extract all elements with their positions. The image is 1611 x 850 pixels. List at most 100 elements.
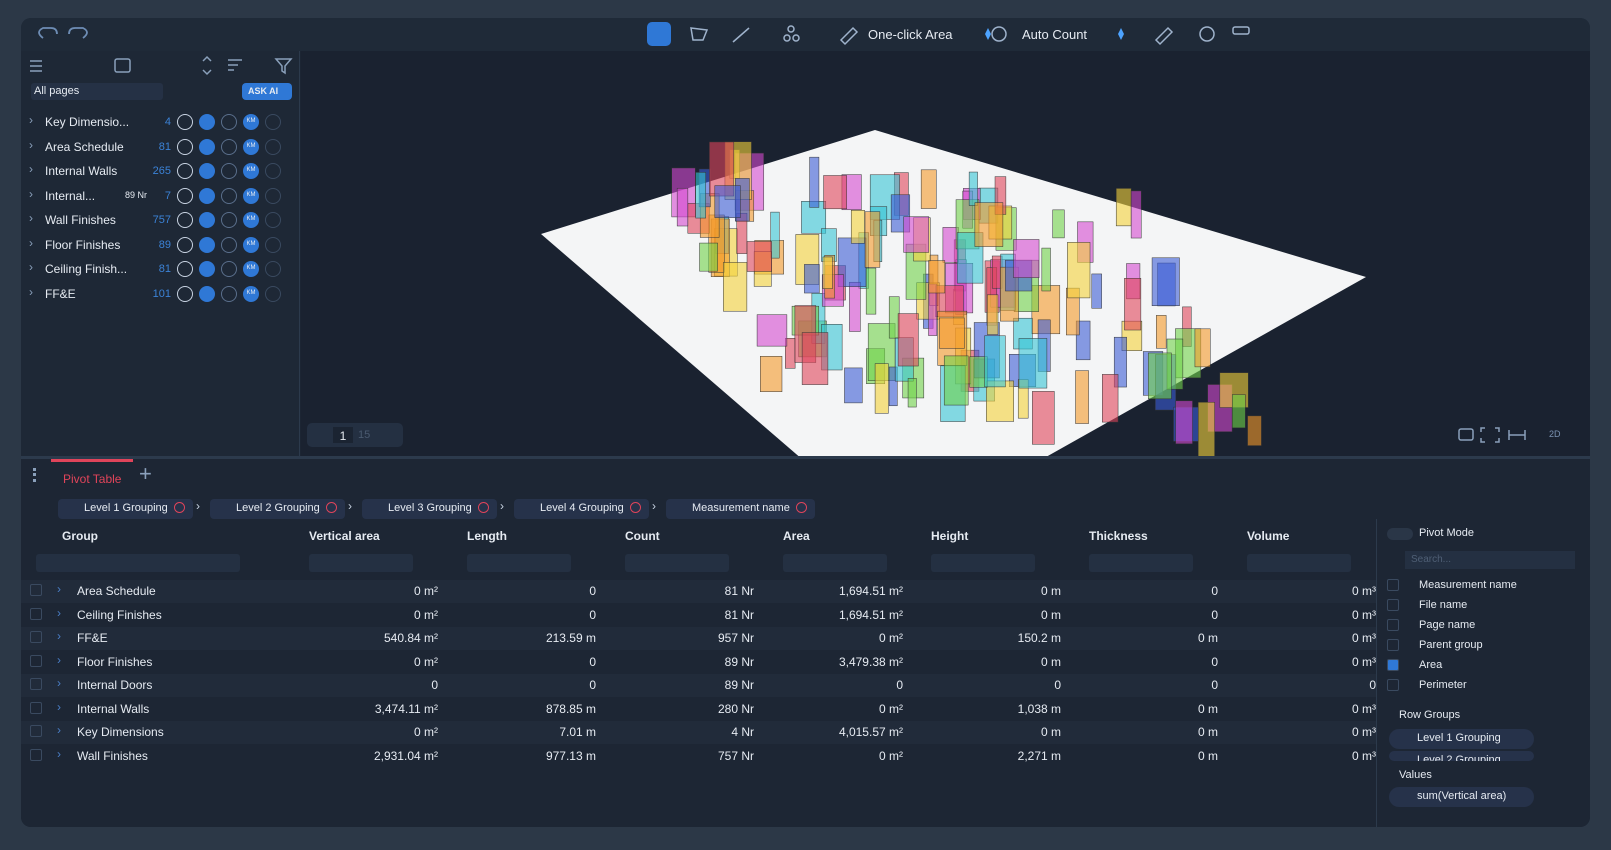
grouping-chip[interactable]: Level 1 Grouping: [58, 499, 193, 519]
km-badge[interactable]: KM: [243, 261, 259, 277]
line-tool[interactable]: [732, 27, 750, 43]
remove-chip[interactable]: [325, 502, 337, 513]
auto-count-icon[interactable]: [991, 26, 1007, 42]
field-name[interactable]: Measurement name: [1419, 579, 1517, 591]
row-group-chip[interactable]: Level 2 Grouping: [1389, 751, 1534, 761]
row-expand[interactable]: ›: [57, 723, 61, 737]
3d-toggle[interactable]: [265, 163, 281, 179]
add-button[interactable]: [199, 163, 215, 179]
remove-chip[interactable]: [795, 502, 807, 513]
column-header[interactable]: Vertical area: [309, 529, 380, 543]
field-checkbox[interactable]: [1387, 659, 1399, 671]
ask-ai-button[interactable]: ASK AI: [242, 83, 293, 100]
3d-toggle[interactable]: [265, 212, 281, 228]
visibility-toggle[interactable]: [177, 212, 193, 228]
tool-label[interactable]: One-click Area: [868, 27, 953, 42]
add-tab[interactable]: +: [139, 461, 152, 486]
grouping-chip[interactable]: Level 2 Grouping: [210, 499, 345, 519]
field-checkbox[interactable]: [1387, 679, 1399, 691]
hide-toggle[interactable]: [221, 163, 237, 179]
visibility-toggle[interactable]: [177, 138, 193, 155]
row-checkbox[interactable]: [30, 584, 42, 596]
row-expand[interactable]: ›: [57, 582, 61, 596]
expand-arrow[interactable]: ›: [29, 162, 33, 176]
group-name[interactable]: Ceiling Finish...: [45, 262, 128, 276]
count-tool[interactable]: [787, 25, 795, 33]
hide-toggle[interactable]: [221, 261, 237, 277]
field-name[interactable]: Area: [1419, 659, 1443, 671]
row-group-chip[interactable]: Level 1 Grouping: [1389, 729, 1534, 749]
column-header[interactable]: Height: [931, 529, 969, 543]
km-badge[interactable]: KM: [243, 285, 259, 302]
comment-icon[interactable]: [1199, 26, 1215, 42]
column-filter[interactable]: [309, 554, 413, 572]
fullscreen-icon[interactable]: [1480, 427, 1500, 443]
row-expand[interactable]: ›: [57, 676, 61, 690]
expand-arrow[interactable]: ›: [29, 284, 33, 299]
expand-arrow[interactable]: ›: [29, 113, 33, 127]
row-checkbox[interactable]: [30, 678, 42, 690]
row-checkbox[interactable]: [30, 654, 42, 667]
km-badge[interactable]: KM: [243, 187, 259, 204]
expand-arrow[interactable]: ›: [29, 260, 33, 274]
field-name[interactable]: Page name: [1419, 619, 1476, 631]
add-button[interactable]: [199, 285, 215, 302]
pivot-toggle[interactable]: [1387, 528, 1413, 540]
row-checkbox[interactable]: [30, 725, 42, 737]
column-header[interactable]: Length: [467, 529, 507, 543]
one-click-icon[interactable]: [839, 26, 859, 46]
add-button[interactable]: [199, 187, 215, 204]
expand-arrow[interactable]: ›: [29, 235, 33, 250]
column-header[interactable]: Group: [62, 529, 98, 543]
hide-toggle[interactable]: [221, 285, 237, 302]
menu-icon[interactable]: [30, 60, 42, 72]
add-button[interactable]: [199, 261, 215, 277]
column-header[interactable]: Volume: [1247, 529, 1290, 543]
field-search[interactable]: Search...: [1405, 551, 1575, 569]
add-button[interactable]: [199, 212, 215, 228]
expand-arrow[interactable]: ›: [29, 211, 33, 225]
field-checkbox[interactable]: [1387, 619, 1399, 631]
add-button[interactable]: [199, 236, 215, 253]
km-badge[interactable]: KM: [243, 212, 259, 228]
column-filter[interactable]: [36, 554, 240, 572]
visibility-toggle[interactable]: [177, 285, 193, 302]
grouping-chip[interactable]: Level 3 Grouping: [362, 499, 497, 519]
add-button[interactable]: [199, 114, 215, 130]
page-filter[interactable]: All pages: [31, 83, 163, 100]
column-header[interactable]: Count: [625, 529, 660, 543]
row-expand[interactable]: ›: [57, 605, 61, 620]
group-name[interactable]: Floor Finishes: [45, 237, 121, 252]
visibility-toggle[interactable]: [177, 114, 193, 130]
add-folder-icon[interactable]: [114, 58, 131, 73]
3d-toggle[interactable]: [265, 285, 281, 302]
field-checkbox[interactable]: [1387, 639, 1399, 651]
column-filter[interactable]: [467, 554, 571, 572]
group-name[interactable]: Wall Finishes: [45, 213, 116, 227]
hide-toggle[interactable]: [221, 236, 237, 253]
expand-arrow[interactable]: ›: [29, 186, 33, 201]
value-chip[interactable]: sum(Vertical area): [1389, 787, 1534, 807]
remove-chip[interactable]: [477, 502, 489, 513]
remove-chip[interactable]: [629, 502, 641, 513]
hide-toggle[interactable]: [221, 187, 237, 204]
layout-icon[interactable]: [1232, 26, 1250, 35]
screenshot-icon[interactable]: [1458, 428, 1474, 441]
row-checkbox[interactable]: [30, 607, 42, 620]
group-name[interactable]: Key Dimensio...: [45, 115, 130, 129]
row-checkbox[interactable]: [30, 701, 42, 714]
select-tool[interactable]: [647, 22, 671, 46]
column-filter[interactable]: [931, 554, 1035, 572]
page-number[interactable]: 1: [333, 427, 353, 443]
grouping-chip[interactable]: Level 4 Grouping: [514, 499, 649, 519]
row-expand[interactable]: ›: [57, 746, 61, 761]
row-expand[interactable]: ›: [57, 652, 61, 667]
area-tool[interactable]: [690, 27, 709, 41]
grouping-chip[interactable]: Measurement name: [666, 499, 815, 519]
column-filter[interactable]: [1247, 554, 1351, 572]
expand-icon[interactable]: [202, 55, 212, 76]
column-header[interactable]: Area: [783, 529, 810, 543]
field-name[interactable]: Perimeter: [1419, 679, 1467, 691]
field-name[interactable]: Parent group: [1419, 639, 1483, 651]
hide-toggle[interactable]: [221, 114, 237, 130]
